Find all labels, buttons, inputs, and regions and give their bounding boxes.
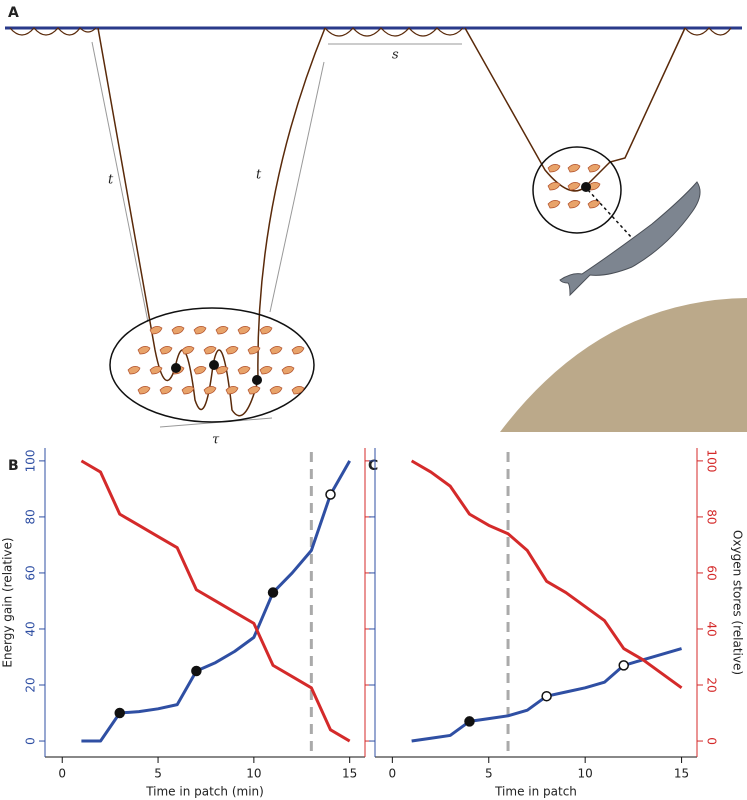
krill-shape bbox=[259, 326, 273, 335]
lunge-marker bbox=[191, 665, 202, 677]
krill-shape bbox=[159, 386, 173, 395]
krill-shape bbox=[291, 386, 305, 395]
krill-shape bbox=[567, 182, 581, 191]
x-axis-label: Time in patch bbox=[494, 785, 577, 799]
lunge-marker bbox=[267, 587, 279, 598]
krill-shape bbox=[181, 386, 195, 395]
y2-tick-label: 60 bbox=[705, 565, 719, 580]
krill-shape bbox=[547, 164, 561, 173]
y-tick-label: 40 bbox=[24, 621, 38, 636]
panel-label: C bbox=[368, 458, 378, 474]
krill-shape bbox=[247, 346, 261, 355]
transit-label: t bbox=[256, 168, 262, 183]
x-tick-label: 5 bbox=[485, 767, 493, 781]
krill-shape bbox=[547, 182, 561, 191]
y-tick-label: 60 bbox=[24, 565, 38, 580]
krill-shape bbox=[587, 200, 601, 209]
y2-tick-label: 100 bbox=[705, 449, 719, 472]
krill-shape bbox=[193, 326, 207, 335]
krill-shape bbox=[225, 346, 239, 355]
krill-shape bbox=[215, 326, 229, 335]
krill-shape bbox=[127, 366, 141, 375]
open-marker bbox=[325, 489, 336, 500]
krill-shape bbox=[149, 326, 163, 335]
krill-shape bbox=[547, 200, 561, 209]
lunge-marker bbox=[464, 716, 475, 727]
y-tick-label: 0 bbox=[24, 737, 38, 745]
x-tick-label: 0 bbox=[389, 767, 397, 781]
bottom-time-label: τ bbox=[212, 433, 220, 448]
krill-shape bbox=[259, 366, 273, 375]
illustration: A s t t τ bbox=[5, 5, 747, 448]
y2-tick-label: 0 bbox=[705, 737, 719, 745]
y2-tick-label: 40 bbox=[705, 621, 719, 636]
krill-shape bbox=[137, 346, 151, 355]
spacing-label: s bbox=[392, 48, 399, 63]
panel-label: A bbox=[8, 5, 19, 21]
krill-shape bbox=[587, 182, 601, 191]
panel-label: B bbox=[8, 458, 19, 474]
lunge-marker bbox=[114, 707, 125, 719]
x-tick-label: 10 bbox=[578, 767, 593, 781]
whale bbox=[559, 181, 701, 297]
y-tick-label: 80 bbox=[24, 509, 38, 524]
krill-shape bbox=[193, 366, 207, 375]
krill-shape bbox=[269, 346, 283, 355]
breath-arcs bbox=[9, 27, 732, 37]
krill-shape bbox=[203, 346, 217, 355]
krill-shape bbox=[203, 386, 217, 395]
x-tick-label: 5 bbox=[154, 767, 162, 781]
link-line bbox=[587, 189, 633, 239]
krill-shape bbox=[587, 164, 601, 173]
krill-shape bbox=[269, 386, 283, 395]
guide-lines bbox=[91, 41, 462, 428]
open-marker bbox=[618, 660, 629, 671]
krill-shape bbox=[225, 386, 239, 395]
krill-shape bbox=[281, 366, 295, 375]
krill-patch bbox=[532, 146, 622, 234]
y2-tick-label: 80 bbox=[705, 509, 719, 524]
krill-shape bbox=[237, 326, 251, 335]
transit-label: t bbox=[108, 173, 114, 188]
krill-shape bbox=[237, 366, 251, 375]
open-marker bbox=[541, 690, 552, 702]
y2-axis-label: Oxygen stores (relative) bbox=[731, 530, 745, 675]
series-line bbox=[410, 459, 683, 690]
krill-shape bbox=[159, 346, 173, 355]
y-tick-label: 100 bbox=[24, 449, 38, 472]
x-axis-label: Time in patch (min) bbox=[145, 785, 264, 799]
series-line bbox=[80, 459, 351, 743]
y2-tick-label: 20 bbox=[705, 677, 719, 692]
lunge-points bbox=[171, 182, 591, 385]
krill-shape bbox=[171, 326, 185, 335]
series-line bbox=[81, 460, 351, 743]
krill bbox=[127, 164, 601, 395]
krill-patch bbox=[109, 307, 315, 423]
y-axis-label: Energy gain (relative) bbox=[1, 537, 15, 667]
x-tick-label: 15 bbox=[674, 767, 689, 781]
krill-shape bbox=[247, 386, 261, 395]
krill-shape bbox=[567, 200, 581, 209]
x-tick-label: 0 bbox=[58, 767, 66, 781]
krill-shape bbox=[291, 346, 305, 355]
x-tick-label: 10 bbox=[246, 767, 261, 781]
x-tick-label: 15 bbox=[342, 767, 357, 781]
krill-shape bbox=[181, 346, 195, 355]
krill-shape bbox=[149, 366, 163, 375]
krill-shape bbox=[137, 386, 151, 395]
krill-shape bbox=[215, 366, 229, 375]
krill-shape bbox=[567, 164, 581, 173]
y-tick-label: 20 bbox=[24, 677, 38, 692]
seafloor bbox=[500, 298, 747, 432]
